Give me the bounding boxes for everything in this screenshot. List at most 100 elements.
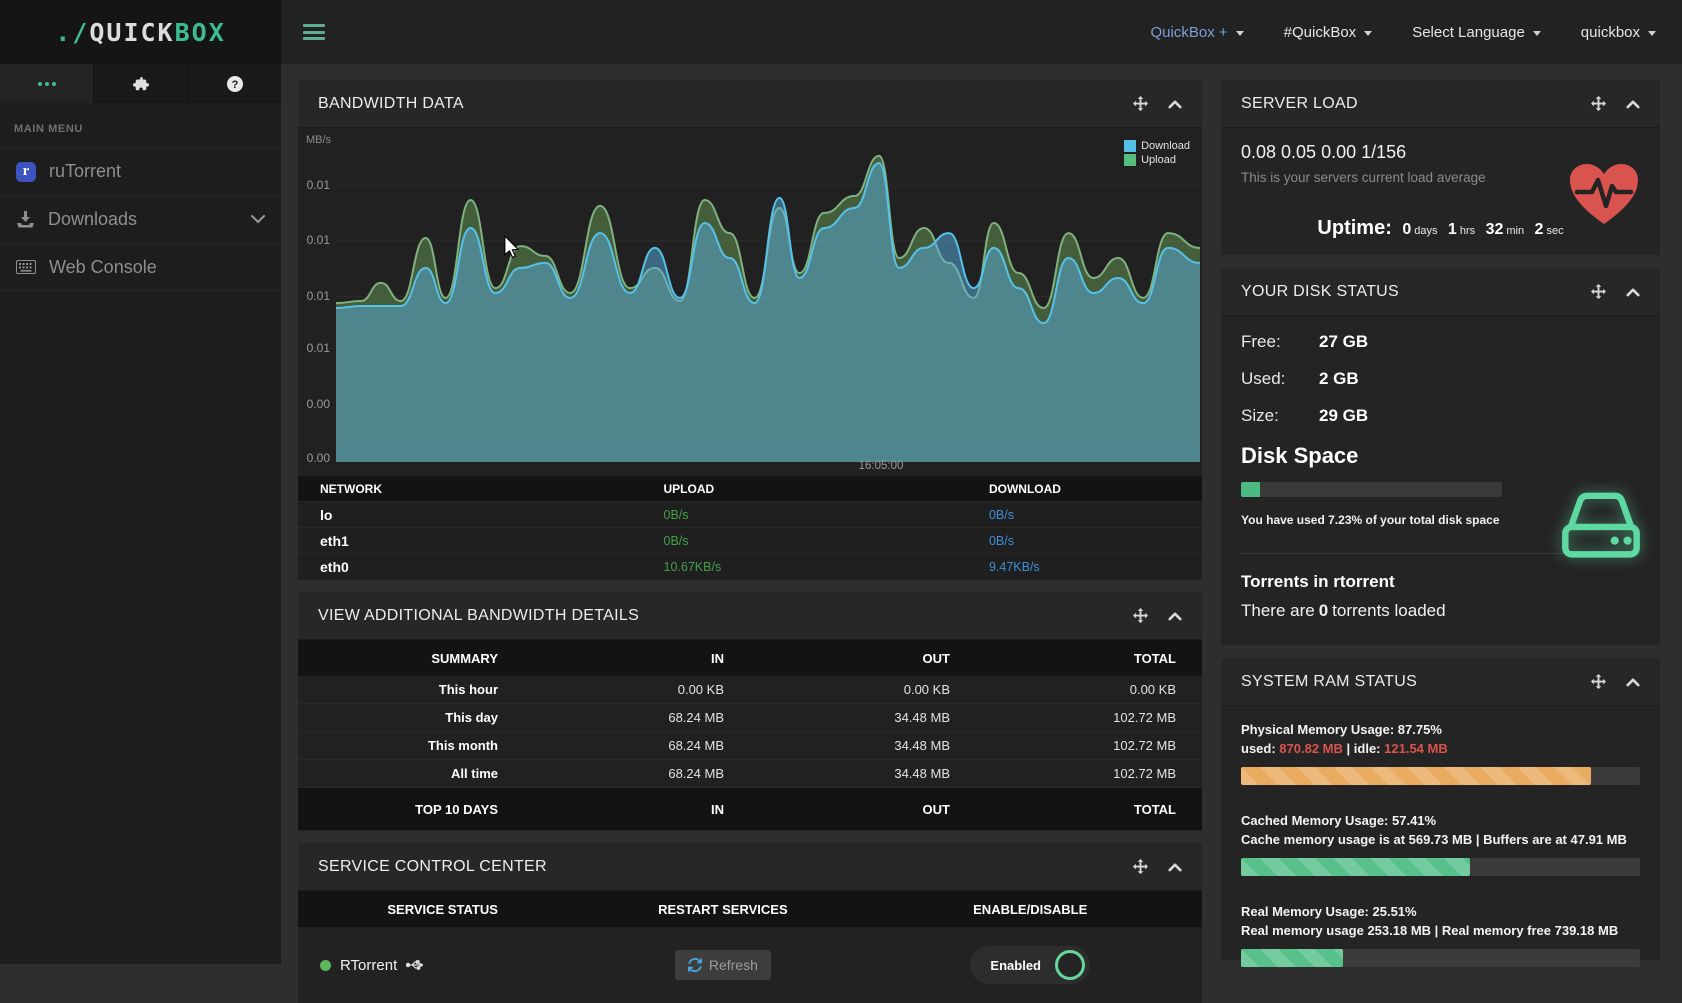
refresh-label: Refresh [709, 957, 758, 973]
sidebar-item-downloads[interactable]: Downloads [0, 195, 281, 243]
service-table-header: SERVICE STATUS RESTART SERVICES ENABLE/D… [298, 891, 1202, 927]
nav-user-menu[interactable]: quickbox [1581, 24, 1656, 41]
table-row: This hour 0.00 KB 0.00 KB 0.00 KB [298, 676, 1202, 704]
heartbeat-icon [1568, 162, 1640, 226]
physical-memory-fill [1241, 767, 1591, 785]
sidebar-item-label: Downloads [48, 209, 137, 230]
collapse-icon[interactable] [1168, 99, 1182, 109]
move-icon[interactable] [1591, 284, 1606, 299]
server-load-panel: SERVER LOAD 0.08 0.05 0.00 1/156 This is… [1221, 80, 1660, 255]
caret-down-icon [1364, 31, 1372, 36]
collapse-icon[interactable] [1626, 287, 1640, 297]
move-icon[interactable] [1133, 859, 1148, 874]
nav-quickbox-plus[interactable]: QuickBox + [1151, 24, 1244, 41]
sidebar-item-label: Web Console [49, 257, 157, 278]
move-icon[interactable] [1133, 608, 1148, 623]
y-axis-tick-label: 0.01 [298, 341, 330, 355]
tab-plugins[interactable] [94, 64, 188, 103]
y-axis-tick-label: 0.00 [298, 397, 330, 411]
sidebar-item-rutorrent[interactable]: r ruTorrent [0, 147, 281, 195]
move-icon[interactable] [1591, 674, 1606, 689]
menu-toggle-icon[interactable] [303, 24, 325, 40]
keyboard-icon [16, 260, 36, 274]
panel-title: VIEW ADDITIONAL BANDWIDTH DETAILS [318, 607, 1133, 625]
ellipsis-icon [38, 82, 56, 86]
tab-help[interactable]: ? [188, 64, 281, 103]
table-row: eth1 0B/s 0B/s [298, 527, 1202, 553]
usb-plug-icon [406, 959, 423, 971]
collapse-icon[interactable] [1168, 862, 1182, 872]
sidebar-menu: r ruTorrent Downloads Web Console [0, 147, 281, 291]
y-axis-tick-label: 0.01 [298, 233, 330, 247]
x-axis-tick: 16:05:00 [851, 460, 911, 472]
collapse-icon[interactable] [1168, 611, 1182, 621]
physical-memory-detail: used: 870.82 MB | idle: 121.54 MB [1241, 739, 1640, 758]
collapse-icon[interactable] [1626, 99, 1640, 109]
disk-space-title: Disk Space [1241, 443, 1640, 469]
real-memory-heading: Real Memory Usage: 25.51% [1241, 902, 1640, 921]
real-memory-fill [1241, 949, 1343, 967]
cached-memory-bar [1241, 858, 1640, 876]
panel-title: BANDWIDTH DATA [318, 95, 1133, 113]
panel-title: SERVICE CONTROL CENTER [318, 858, 1133, 876]
hard-drive-icon [1558, 486, 1644, 566]
network-table-header: NETWORK UPLOAD DOWNLOAD [298, 476, 1202, 501]
puzzle-icon [133, 76, 149, 92]
quickbox-dashboard: { "navbar": { "items": [ { "label": "Qui… [0, 0, 1682, 964]
legend-upload: Upload [1124, 154, 1190, 166]
torrents-count-line: There are0torrents loaded [1241, 601, 1640, 621]
toggle-label: Enabled [990, 958, 1041, 973]
svg-text:?: ? [231, 79, 238, 91]
table-row: This day 68.24 MB 34.48 MB 102.72 MB [298, 704, 1202, 732]
question-circle-icon: ? [227, 76, 243, 92]
disk-size-row: Size: 29 GB [1241, 406, 1640, 426]
table-row: eth0 10.67KB/s 9.47KB/s [298, 553, 1202, 579]
nav-select-language[interactable]: Select Language [1412, 24, 1541, 41]
refresh-icon [688, 958, 702, 972]
upload-swatch [1124, 154, 1136, 166]
download-swatch [1124, 140, 1136, 152]
logo-word1: QUICK [89, 18, 174, 47]
sidebar-item-label: ruTorrent [49, 161, 121, 182]
sidebar-tabs: ? [0, 64, 281, 103]
quickbox-logo[interactable]: ./QUICKBOX [0, 0, 281, 64]
panel-title: SYSTEM RAM STATUS [1241, 673, 1591, 691]
download-icon [16, 211, 35, 229]
legend-download: Download [1124, 140, 1190, 152]
physical-memory-bar [1241, 767, 1640, 785]
disk-status-panel: YOUR DISK STATUS Free: 27 GB Used: 2 GB … [1221, 268, 1660, 645]
toggle-knob [1055, 950, 1085, 980]
disk-used-row: Used: 2 GB [1241, 369, 1640, 389]
physical-memory-heading: Physical Memory Usage: 87.75% [1241, 720, 1640, 739]
nav-hash-quickbox-label: #QuickBox [1284, 24, 1357, 41]
torrents-count: 0 [1319, 601, 1328, 620]
caret-down-icon [1648, 31, 1656, 36]
table-row: This month 68.24 MB 34.48 MB 102.72 MB [298, 732, 1202, 760]
real-memory-detail: Real memory usage 253.18 MB | Real memor… [1241, 921, 1640, 940]
table-row: lo 0B/s 0B/s [298, 501, 1202, 527]
ram-status-panel: SYSTEM RAM STATUS Physical Memory Usage:… [1221, 658, 1660, 960]
cached-memory-heading: Cached Memory Usage: 57.41% [1241, 811, 1640, 830]
tab-main-menu[interactable] [0, 64, 94, 103]
real-memory-bar [1241, 949, 1640, 967]
service-row-rtorrent: RTorrent Refresh Enabled [298, 927, 1202, 1003]
enable-disable-toggle[interactable]: Enabled [970, 946, 1090, 984]
nav-select-language-label: Select Language [1412, 24, 1525, 41]
torrents-title: Torrents in rtorrent [1241, 572, 1640, 592]
load-average-values: 0.08 0.05 0.00 1/156 [1241, 142, 1640, 163]
caret-down-icon [1533, 31, 1541, 36]
move-icon[interactable] [1133, 96, 1148, 111]
summary-header-row: SUMMARY IN OUT TOTAL [298, 640, 1202, 676]
area-chart-plot [336, 138, 1200, 462]
refresh-button[interactable]: Refresh [675, 950, 771, 980]
y-axis-tick-label: 0.00 [298, 451, 330, 465]
sidebar-item-web-console[interactable]: Web Console [0, 243, 281, 291]
collapse-icon[interactable] [1626, 677, 1640, 687]
network-table: NETWORK UPLOAD DOWNLOAD lo 0B/s 0B/s eth… [298, 476, 1202, 579]
chevron-down-icon [251, 215, 265, 224]
rutorrent-icon: r [16, 162, 36, 182]
cached-memory-fill [1241, 858, 1470, 876]
nav-quickbox-plus-label: QuickBox + [1151, 24, 1228, 41]
nav-hash-quickbox[interactable]: #QuickBox [1284, 24, 1373, 41]
move-icon[interactable] [1591, 96, 1606, 111]
